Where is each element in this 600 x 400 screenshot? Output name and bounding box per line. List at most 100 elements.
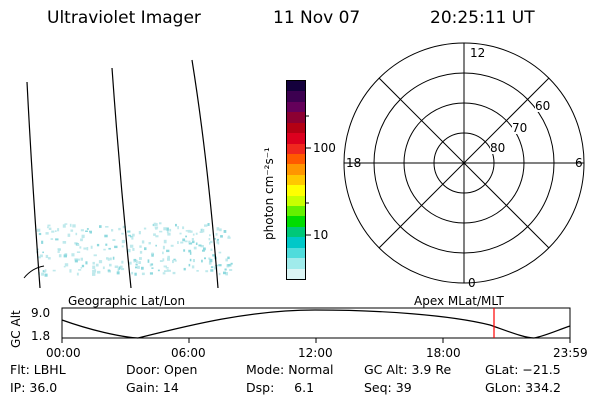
emission-pixel [64,263,69,267]
emission-pixel [77,258,80,261]
gc-alt-readout: GC Alt: 3.9 Re [364,362,452,377]
emission-pixel [133,258,137,261]
emission-pixel [205,270,209,273]
emission-pixel [214,256,217,260]
emission-pixel [62,241,67,244]
emission-pixel [114,245,118,249]
emission-pixel [81,264,85,268]
emission-pixel [112,256,115,260]
emission-pixel [184,240,188,243]
emission-pixel [131,236,134,240]
emission-pixel [57,251,60,253]
timeline-ylabel: GC Alt [9,310,23,348]
emission-pixel [47,226,49,229]
emission-pixel [198,244,202,247]
emission-pixel [102,266,105,270]
emission-pixel [74,242,78,245]
emission-pixel [114,265,119,268]
emission-pixel [121,232,124,235]
emission-pixel [92,272,96,276]
emission-pixel [210,269,214,272]
emission-pixel [229,263,232,267]
emission-pixel [169,228,172,232]
emission-pixel [163,239,167,244]
emission-pixel [214,238,216,240]
emission-pixel [141,266,144,270]
emission-pixel [166,229,169,234]
emission-pixel [195,242,198,245]
colorbar-segment [287,81,305,92]
emission-pixel [166,249,170,253]
emission-pixel [93,254,97,257]
emission-pixel [189,258,192,262]
colorbar-segment [287,164,305,175]
emission-pixel [44,273,48,277]
emission-pixel [121,268,125,271]
door-readout: Door: Open [126,362,198,377]
emission-pixel [223,271,226,275]
emission-pixel [62,224,66,228]
emission-pixel [117,268,120,272]
emission-pixel [188,263,191,267]
dsp-readout: Dsp: 6.1 [246,380,315,395]
polar-diagonal-2 [378,77,550,249]
seq-readout: Seq: 39 [364,380,412,395]
emission-pixel [63,254,67,258]
emission-pixel [183,249,186,252]
emission-pixel [134,259,138,262]
mlt-label-0: 0 [468,276,476,290]
emission-pixel [185,235,187,238]
emission-pixel [96,243,100,247]
emission-pixel [38,272,40,275]
emission-pixel [204,224,208,227]
polar-diagonal-1 [378,77,550,249]
emission-pixel [54,230,57,232]
colorbar-segment [287,247,305,259]
emission-pixel [37,256,41,259]
emission-pixel [227,235,230,239]
emission-pixel [41,240,44,244]
emission-pixel [44,269,47,272]
emission-pixel [216,227,220,231]
emission-pixel [139,257,142,260]
emission-pixel [42,270,45,273]
emission-pixel [121,245,124,248]
emission-pixel [129,235,133,238]
coastline-fragment [23,265,45,279]
emission-pixel [183,267,186,271]
emission-pixel [162,258,165,262]
colorbar [286,80,306,280]
colorbar-tick-label: 10 [313,228,329,242]
emission-pixel [163,270,167,272]
emission-pixel [135,266,138,269]
emission-pixel [51,230,55,233]
emission-pixel [172,271,176,275]
emission-pixel [177,241,179,244]
mlt-label-18: 18 [346,156,362,170]
emission-pixel [105,243,108,246]
colorbar-segment [287,258,305,269]
emission-pixel [151,263,154,266]
emission-pixel [109,263,112,267]
emission-pixel [78,269,82,271]
emission-pixel [201,229,205,233]
emission-pixel [220,235,223,238]
emission-pixel [229,269,233,271]
emission-pixel [50,238,54,240]
colorbar-tick-label: 100 [313,141,336,155]
emission-pixel [214,266,218,270]
emission-pixel [85,261,88,265]
emission-pixel [149,263,152,267]
emission-pixel [128,234,132,237]
emission-pixel [106,257,109,260]
colorbar-segment [287,268,305,279]
emission-pixel [64,253,68,257]
longitude-line-2 [111,67,132,289]
emission-pixel [188,249,192,253]
timeline-xtick: 12:00 [298,346,333,360]
emission-pixel [172,259,174,264]
time-label: 20:25:11 UT [430,8,535,28]
mode-readout: Mode: Normal [246,362,334,377]
polar-ring-50 [343,42,585,284]
emission-pixel [45,254,49,258]
